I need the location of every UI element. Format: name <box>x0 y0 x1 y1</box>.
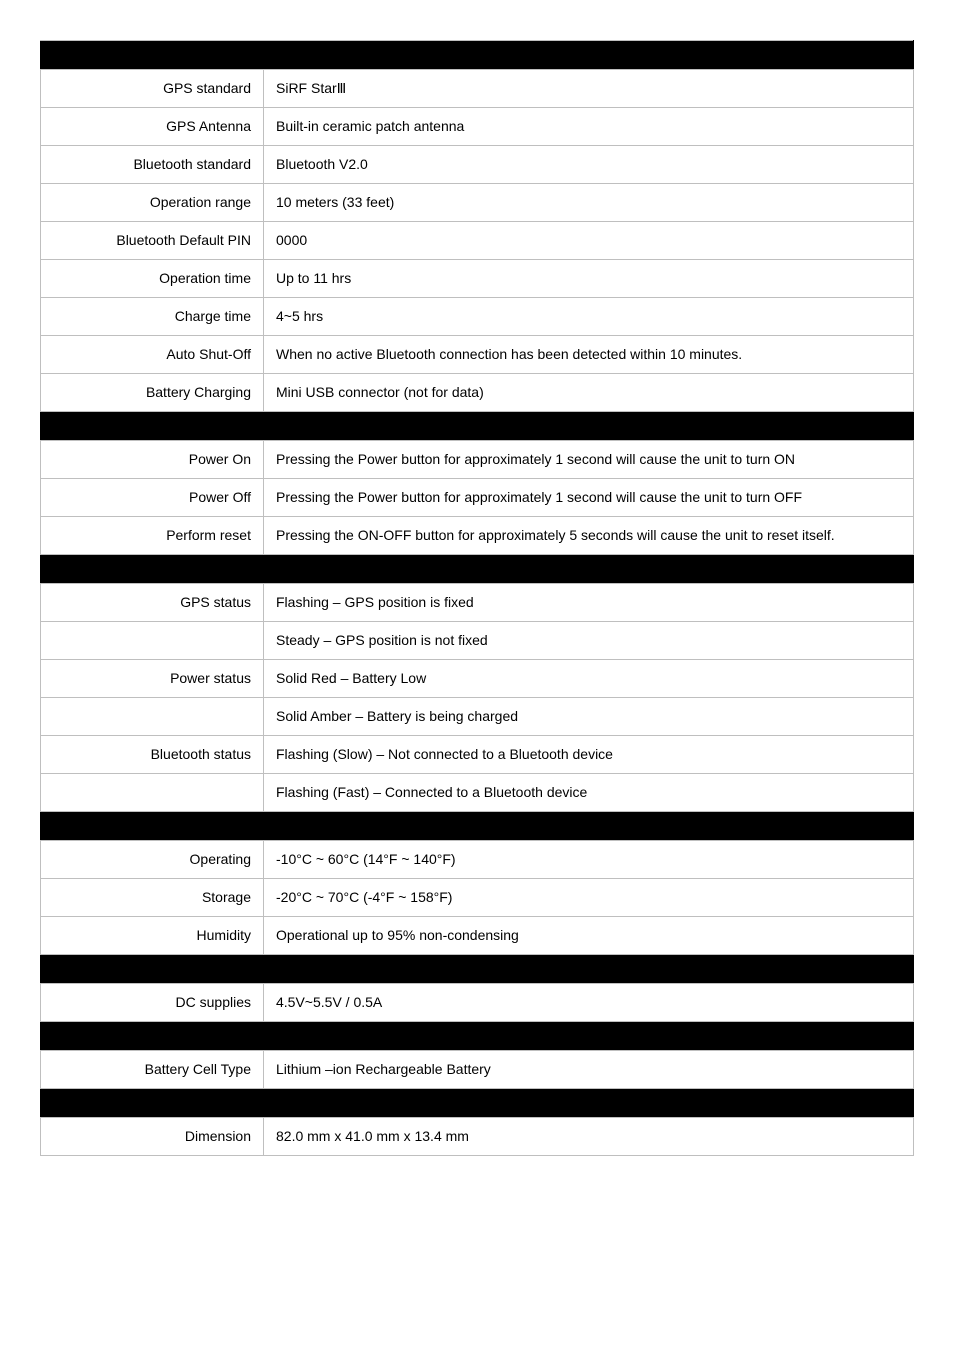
spec-value: Flashing – GPS position is fixed <box>264 584 914 622</box>
table-row: Steady – GPS position is not fixed <box>41 622 914 660</box>
table-row: GPS Antenna Built-in ceramic patch anten… <box>41 108 914 146</box>
spec-label: Storage <box>41 879 264 917</box>
section-header-cell <box>41 41 914 70</box>
table-row: Solid Amber – Battery is being charged <box>41 698 914 736</box>
table-row: Storage -20°C ~ 70°C (-4°F ~ 158°F) <box>41 879 914 917</box>
spec-value: Flashing (Fast) – Connected to a Bluetoo… <box>264 774 914 812</box>
table-row: Bluetooth status Flashing (Slow) – Not c… <box>41 736 914 774</box>
table-row: GPS standard SiRF StarⅢ <box>41 70 914 108</box>
table-row: Operating -10°C ~ 60°C (14°F ~ 140°F) <box>41 841 914 879</box>
table-row: Auto Shut-Off When no active Bluetooth c… <box>41 336 914 374</box>
spec-value: Operational up to 95% non-condensing <box>264 917 914 955</box>
spec-label <box>41 622 264 660</box>
spec-value: Pressing the Power button for approximat… <box>264 441 914 479</box>
table-row: Dimension 82.0 mm x 41.0 mm x 13.4 mm <box>41 1118 914 1156</box>
spec-value: 10 meters (33 feet) <box>264 184 914 222</box>
spec-value: Up to 11 hrs <box>264 260 914 298</box>
spec-value: Mini USB connector (not for data) <box>264 374 914 412</box>
spec-value: 4~5 hrs <box>264 298 914 336</box>
spec-value: Bluetooth V2.0 <box>264 146 914 184</box>
table-row: Humidity Operational up to 95% non-conde… <box>41 917 914 955</box>
table-row: Bluetooth standard Bluetooth V2.0 <box>41 146 914 184</box>
spec-label: Operation range <box>41 184 264 222</box>
spec-value: 4.5V~5.5V / 0.5A <box>264 984 914 1022</box>
section-header-3 <box>41 812 914 841</box>
spec-value: Solid Red – Battery Low <box>264 660 914 698</box>
spec-value: 82.0 mm x 41.0 mm x 13.4 mm <box>264 1118 914 1156</box>
spec-container: GPS standard SiRF StarⅢ GPS Antenna Buil… <box>40 40 914 1156</box>
table-row: Battery Cell Type Lithium –ion Rechargea… <box>41 1051 914 1089</box>
spec-label: Dimension <box>41 1118 264 1156</box>
table-row: Power status Solid Red – Battery Low <box>41 660 914 698</box>
spec-label: DC supplies <box>41 984 264 1022</box>
spec-value: -20°C ~ 70°C (-4°F ~ 158°F) <box>264 879 914 917</box>
spec-label: Operation time <box>41 260 264 298</box>
table-row: Bluetooth Default PIN 0000 <box>41 222 914 260</box>
section-header-cell <box>41 555 914 584</box>
table-row: Operation range 10 meters (33 feet) <box>41 184 914 222</box>
spec-label: GPS Antenna <box>41 108 264 146</box>
section-header-4 <box>41 955 914 984</box>
spec-label: GPS standard <box>41 70 264 108</box>
section-header-0 <box>41 41 914 70</box>
spec-value: Pressing the ON-OFF button for approxima… <box>264 517 914 555</box>
table-row: DC supplies 4.5V~5.5V / 0.5A <box>41 984 914 1022</box>
spec-value: Flashing (Slow) – Not connected to a Blu… <box>264 736 914 774</box>
section-header-cell <box>41 412 914 441</box>
spec-label: Bluetooth status <box>41 736 264 774</box>
spec-label: Bluetooth standard <box>41 146 264 184</box>
table-row: Operation time Up to 11 hrs <box>41 260 914 298</box>
section-header-cell <box>41 1089 914 1118</box>
spec-label: Bluetooth Default PIN <box>41 222 264 260</box>
spec-value: Pressing the Power button for approximat… <box>264 479 914 517</box>
spec-label <box>41 698 264 736</box>
spec-label: Perform reset <box>41 517 264 555</box>
spec-label: GPS status <box>41 584 264 622</box>
spec-label: Power Off <box>41 479 264 517</box>
spec-value: Solid Amber – Battery is being charged <box>264 698 914 736</box>
section-header-cell <box>41 955 914 984</box>
spec-label: Battery Charging <box>41 374 264 412</box>
table-row: Perform reset Pressing the ON-OFF button… <box>41 517 914 555</box>
table-row: Power On Pressing the Power button for a… <box>41 441 914 479</box>
section-header-cell <box>41 812 914 841</box>
spec-label <box>41 774 264 812</box>
spec-value: SiRF StarⅢ <box>264 70 914 108</box>
spec-label: Humidity <box>41 917 264 955</box>
table-row: GPS status Flashing – GPS position is fi… <box>41 584 914 622</box>
spec-value: 0000 <box>264 222 914 260</box>
spec-label: Power On <box>41 441 264 479</box>
spec-label: Auto Shut-Off <box>41 336 264 374</box>
spec-value: Lithium –ion Rechargeable Battery <box>264 1051 914 1089</box>
table-row: Flashing (Fast) – Connected to a Bluetoo… <box>41 774 914 812</box>
section-header-5 <box>41 1022 914 1051</box>
section-header-2 <box>41 555 914 584</box>
spec-label: Charge time <box>41 298 264 336</box>
spec-label: Battery Cell Type <box>41 1051 264 1089</box>
spec-value: When no active Bluetooth connection has … <box>264 336 914 374</box>
spec-label: Operating <box>41 841 264 879</box>
section-header-6 <box>41 1089 914 1118</box>
spec-table: GPS standard SiRF StarⅢ GPS Antenna Buil… <box>40 40 914 1156</box>
spec-value: Built-in ceramic patch antenna <box>264 108 914 146</box>
table-row: Charge time 4~5 hrs <box>41 298 914 336</box>
spec-value: Steady – GPS position is not fixed <box>264 622 914 660</box>
section-header-1 <box>41 412 914 441</box>
table-row: Power Off Pressing the Power button for … <box>41 479 914 517</box>
section-header-cell <box>41 1022 914 1051</box>
table-row: Battery Charging Mini USB connector (not… <box>41 374 914 412</box>
spec-label: Power status <box>41 660 264 698</box>
spec-value: -10°C ~ 60°C (14°F ~ 140°F) <box>264 841 914 879</box>
